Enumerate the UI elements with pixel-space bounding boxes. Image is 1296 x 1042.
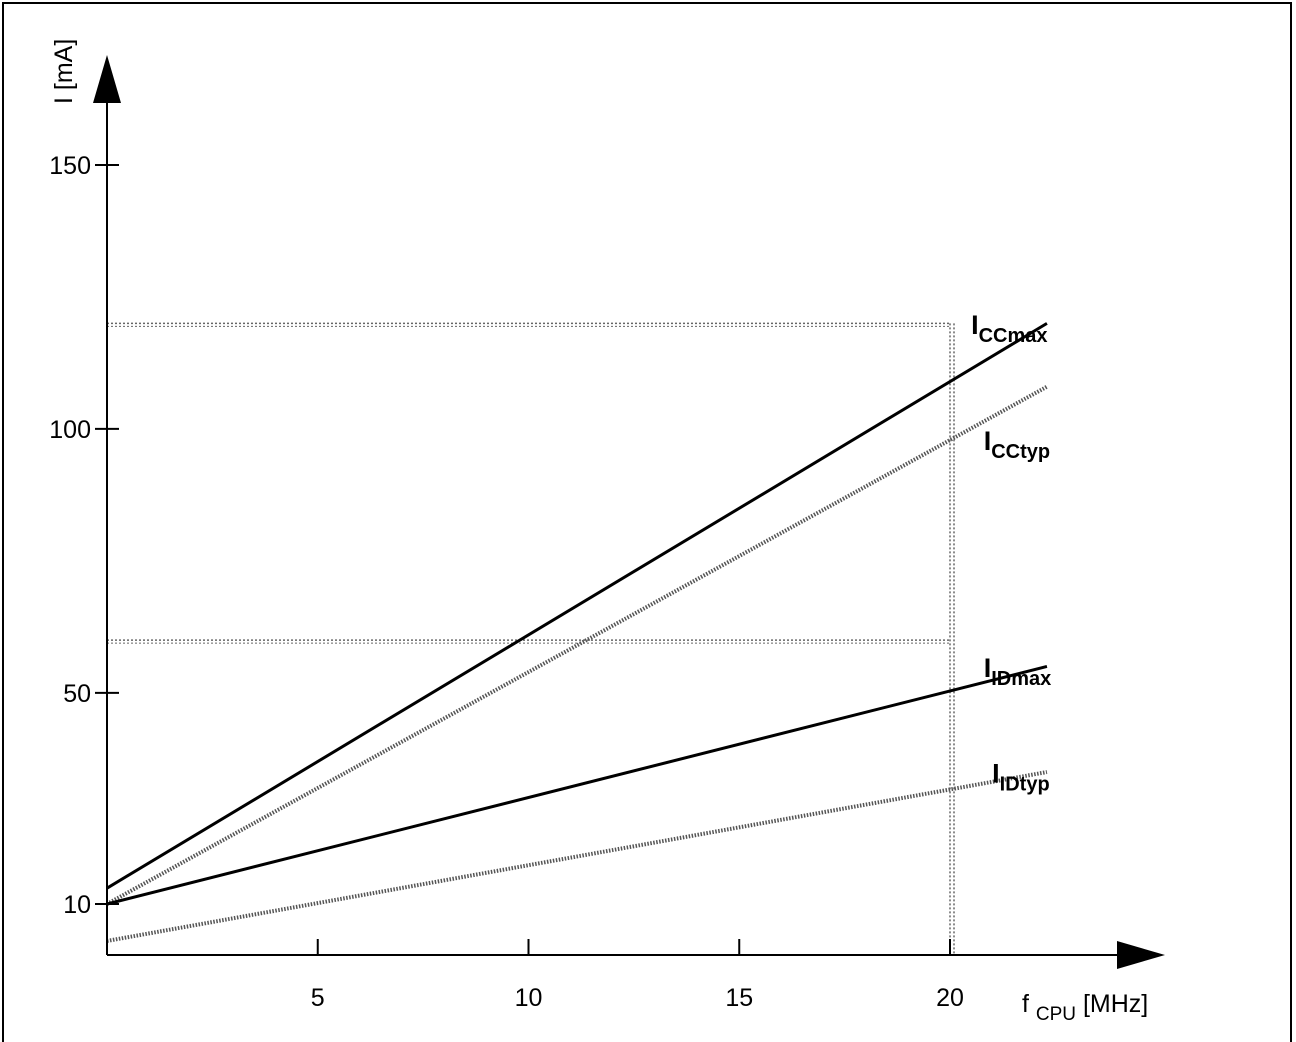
series-labels: ICCmax ICCtyp IIDmax IIDtyp [971,310,1051,796]
series-line-idtyp [106,770,1048,943]
series-line-cctyp [106,384,1048,906]
y-axis-title: I [mA] [50,39,78,104]
series-lines [106,322,1048,943]
y-tick-label: 10 [63,891,91,919]
series-label-cctyp: ICCtyp [984,426,1050,463]
series-line-idmax [106,665,1048,906]
x-tick-label: 15 [725,984,753,1012]
y-axis-arrow-icon [93,55,121,103]
series-line-ccmax [106,322,1048,890]
x-tick-label: 10 [515,984,543,1012]
axes [93,55,1165,969]
x-axis-label-main: f [1022,990,1029,1018]
series-label-ccmax: ICCmax [971,310,1047,347]
x-tick-label: 20 [936,984,964,1012]
x-axis-label-unit: [MHz] [1083,990,1148,1018]
x-axis-label-sub: CPU [1036,1004,1076,1025]
y-tick-label: 150 [49,152,91,180]
series-label-idmax: IIDmax [984,653,1052,690]
reference-lines [107,322,955,955]
x-axis-label: f CPU [MHz] [1022,990,1148,1026]
x-tick-label: 5 [311,984,325,1012]
series-label-idtyp: IIDtyp [992,759,1050,796]
y-tick-label: 100 [49,416,91,444]
ticks: 5 10 15 20 10 50 100 150 [49,152,964,1012]
x-axis-title: f CPU [MHz] [1022,990,1148,1026]
y-axis-label: I [mA] [50,39,78,104]
y-tick-label: 50 [63,680,91,708]
x-axis-arrow-icon [1117,941,1165,969]
